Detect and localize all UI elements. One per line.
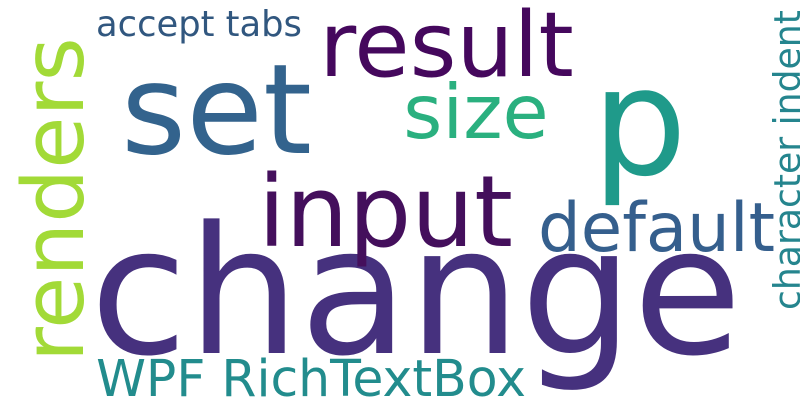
word-change: change [90, 188, 742, 395]
word-default: default [538, 187, 775, 267]
word-result: result [319, 0, 574, 98]
word-character-indent: character indent [765, 10, 800, 310]
word-p: p [592, 36, 687, 211]
word-set: set [120, 37, 313, 183]
word-renders: renders [4, 37, 104, 363]
word-input: input [258, 154, 513, 270]
word-accept-tabs: accept tabs [96, 4, 302, 46]
word-size: size [403, 67, 549, 156]
word-wpf-richtextbox: WPF RichTextBox [96, 349, 526, 400]
